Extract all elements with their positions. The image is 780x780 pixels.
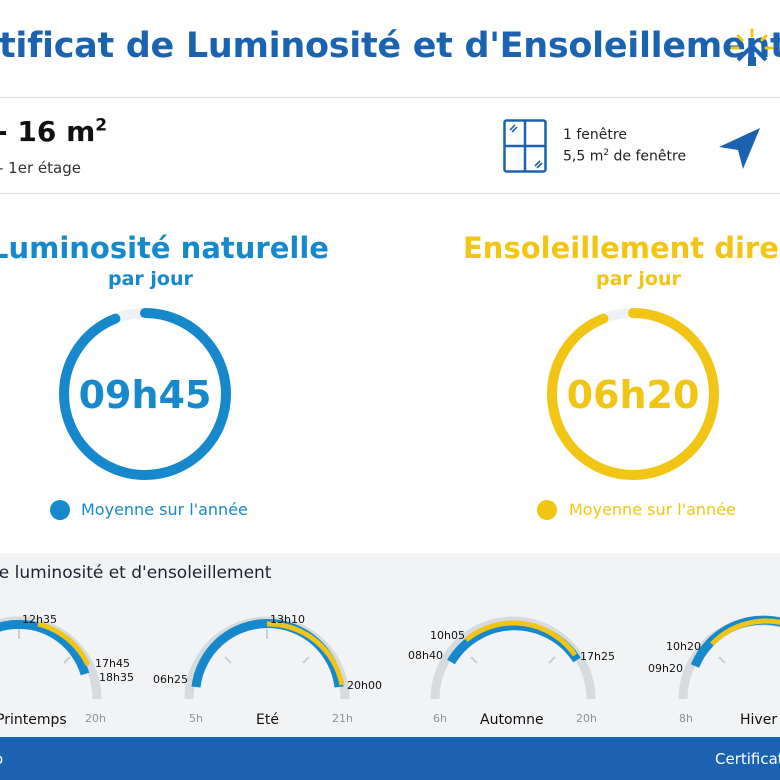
window-count: 1 fenêtre xyxy=(563,127,627,143)
autumn-start: 6h xyxy=(433,712,447,725)
info-divider xyxy=(0,193,780,194)
sunshine-legend-dot xyxy=(537,500,557,520)
season-gauges: 12h35 17h45 18h35 20h Printemps 13h10 06… xyxy=(0,613,780,728)
seasons-panel xyxy=(0,553,780,737)
sunshine-arc xyxy=(547,308,719,480)
summer-time-1: 13h10 xyxy=(270,613,305,626)
spring-time-3: 18h35 xyxy=(99,671,134,684)
footer-left-text: o xyxy=(0,750,3,768)
spring-time-2: 17h45 xyxy=(95,657,130,670)
luminosity-gauge: 09h45 xyxy=(59,308,231,480)
window-icon xyxy=(503,119,547,173)
room-floor: - 1er étage xyxy=(0,159,81,177)
luminosity-legend-dot xyxy=(50,500,70,520)
spring-end: 20h xyxy=(85,712,106,725)
sunshine-gauge: 06h20 xyxy=(547,308,719,480)
luminosity-arc xyxy=(59,308,231,480)
season-gauge-winter: 10h20 09h20 8h Hiver xyxy=(648,615,780,728)
spring-name: Printemps xyxy=(0,712,67,728)
sunshine-title: Ensoleillement direct xyxy=(463,231,780,265)
luminosity-value: 09h45 xyxy=(79,373,212,417)
winter-time-1: 10h20 xyxy=(666,640,701,653)
page-title: rtificat de Luminosité et d'Ensoleilleme… xyxy=(0,26,780,66)
summer-time-2: 06h25 xyxy=(153,673,188,686)
room-area: - 16 m2 xyxy=(0,115,108,148)
luminosity-legend: Moyenne sur l'année xyxy=(81,500,248,519)
luminosity-title: Luminosité naturelle xyxy=(0,231,329,265)
sunshine-legend: Moyenne sur l'année xyxy=(569,500,736,519)
window-area: 5,5 m2 de fenêtre xyxy=(563,148,687,165)
season-gauge-spring: 12h35 17h45 18h35 20h Printemps xyxy=(0,613,134,728)
summer-start: 5h xyxy=(189,712,203,725)
winter-start: 8h xyxy=(679,712,693,725)
autumn-name: Automne xyxy=(480,712,544,728)
autumn-time-2: 08h40 xyxy=(408,649,443,662)
header-divider xyxy=(0,97,780,98)
logo-sun-house-icon xyxy=(730,28,774,66)
sunshine-subtitle: par jour xyxy=(596,268,681,290)
winter-time-2: 09h20 xyxy=(648,662,683,675)
compass-arrow-icon xyxy=(719,128,760,169)
summer-end: 21h xyxy=(332,712,353,725)
season-gauge-autumn: 10h05 08h40 17h25 6h 20h Automne xyxy=(408,616,615,728)
season-gauge-summer: 13h10 06h25 20h00 5h 21h Eté xyxy=(153,613,382,728)
luminosity-subtitle: par jour xyxy=(108,268,193,290)
winter-name: Hiver xyxy=(740,712,777,728)
footer-bar xyxy=(0,737,780,780)
autumn-end: 20h xyxy=(576,712,597,725)
seasons-title: de luminosité et d'ensoleillement xyxy=(0,563,272,583)
footer-right-text: Certificat xyxy=(715,750,780,768)
spring-time-1: 12h35 xyxy=(22,613,57,626)
summer-time-3: 20h00 xyxy=(347,679,382,692)
sunshine-value: 06h20 xyxy=(567,373,700,417)
summer-name: Eté xyxy=(256,712,279,728)
autumn-time-1: 10h05 xyxy=(430,629,465,642)
autumn-time-3: 17h25 xyxy=(580,650,615,663)
